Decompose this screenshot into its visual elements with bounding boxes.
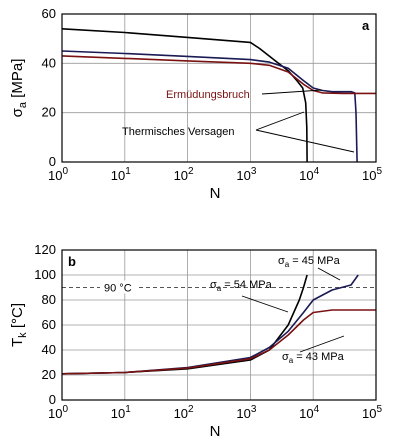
x-tick-exponent: 4 [314,404,320,415]
y-tick-label: 40 [42,55,56,70]
reference-label-bg [100,280,136,294]
x-tick-label: 102 [174,404,194,421]
x-tick-label: 100 [48,404,68,421]
plot-frame [61,249,377,401]
x-tick-base: 10 [362,168,376,183]
annotation-pointer [317,267,341,281]
annotation-sigma: σ [282,351,289,363]
annotation-value: = 43 MPa [293,351,344,363]
y-tick-label: 0 [49,392,56,407]
x-tick-base: 10 [299,168,313,183]
annotation-sigma: σ [210,279,217,291]
x-tick-exponent: 2 [188,404,194,415]
y-axis-title-sub: k [17,332,29,338]
x-tick-label: 104 [299,166,319,183]
x-tick-exponent: 4 [314,166,320,177]
x-tick-label: 103 [236,404,256,421]
x-tick-exponent: 3 [251,166,257,177]
plot-frame [61,13,377,163]
annotation-sigma: σ [278,255,285,267]
reference-line-label: 90 °C [104,283,132,295]
x-tick-exponent: 2 [188,166,194,177]
annotation-pointer [299,335,345,353]
y-tick-label: 60 [42,6,56,21]
annotation-fatigue-fracture: Ermüdungsbruch [166,89,250,101]
x-tick-base: 10 [48,406,62,421]
y-axis-title-unit: [MPa] [9,59,26,102]
x-tick-label: 103 [236,166,256,183]
y-tick-label: 100 [34,267,56,282]
y-tick-label: 60 [42,317,56,332]
x-axis-title: N [210,423,221,440]
y-tick-label: 120 [34,242,56,257]
y-axis-title-main: σ [9,107,26,117]
annotation-value: = 54 MPa [221,279,272,291]
y-axis-title-sub: a [17,101,29,108]
x-tick-base: 10 [299,406,313,421]
annotation-pointer [241,295,289,313]
series-line-3 [61,309,376,375]
x-tick-base: 10 [362,406,376,421]
annotation-subscript: a [217,284,222,293]
x-tick-exponent: 3 [251,404,257,415]
x-tick-label: 100 [48,166,68,183]
x-tick-base: 10 [236,168,250,183]
y-tick-label: 20 [42,105,56,120]
x-tick-exponent: 1 [125,404,131,415]
annotation-stress-label-2: σa = 45 MPa [278,255,341,269]
x-tick-label: 105 [362,166,382,183]
annotation-pointer [255,111,305,131]
x-tick-label: 102 [174,166,194,183]
y-tick-label: 40 [42,342,56,357]
x-tick-base: 10 [174,168,188,183]
x-tick-base: 10 [236,406,250,421]
annotation-stress-label-3: σa = 43 MPa [282,351,345,365]
x-tick-exponent: 5 [376,404,382,415]
x-tick-label: 105 [362,404,382,421]
y-tick-label: 20 [42,367,56,382]
x-tick-base: 10 [111,406,125,421]
x-tick-label: 101 [111,404,131,421]
y-axis-title: Tk [°C] [9,303,29,347]
x-tick-exponent: 5 [376,166,382,177]
y-axis-title-main: T [9,338,26,347]
panel-letter: b [68,254,76,269]
x-tick-base: 10 [174,406,188,421]
annotation-pointer [255,129,355,153]
annotation-subscript: a [289,356,294,365]
y-tick-label: 0 [49,154,56,169]
annotation-value: = 45 MPa [289,255,340,267]
x-tick-label: 101 [111,166,131,183]
series-line-3 [61,55,376,95]
x-tick-base: 10 [111,168,125,183]
x-tick-exponent: 0 [62,166,68,177]
annotation-stress-label-1: σa = 54 MPa [210,279,273,293]
panel-letter: a [362,18,370,33]
annotation-pointer [261,89,323,95]
x-tick-exponent: 1 [125,166,131,177]
y-tick-label: 80 [42,292,56,307]
annotation-subscript: a [285,260,290,269]
x-axis-title: N [210,185,221,202]
y-axis-title: σa [MPa] [9,59,29,118]
y-axis-title-unit: [°C] [9,303,26,332]
x-tick-label: 104 [299,404,319,421]
annotation-thermal-failure: Thermisches Versagen [122,126,235,138]
x-tick-base: 10 [48,168,62,183]
x-tick-exponent: 0 [62,404,68,415]
